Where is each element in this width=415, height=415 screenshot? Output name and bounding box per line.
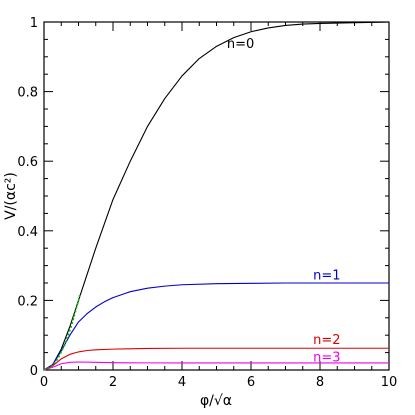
curve-label-2: n=2 <box>313 333 340 348</box>
y-tick-label: 0 <box>30 364 38 379</box>
plot-frame <box>43 21 390 371</box>
y-tick-label: 1 <box>30 16 38 31</box>
y-tick-label: 0.4 <box>17 225 38 240</box>
curve-label-1: n=1 <box>313 269 340 284</box>
y-axis-label: V/(αc²) <box>3 172 19 220</box>
x-tick-label: 6 <box>247 375 255 390</box>
series-line-2 <box>43 347 389 371</box>
x-tick-label: 2 <box>109 375 117 390</box>
series-line-1 <box>43 282 389 371</box>
x-tick-label: 0 <box>40 375 48 390</box>
x-axis-label: φ/√α <box>200 393 232 409</box>
x-tick-label: 8 <box>316 375 324 390</box>
series-line-0 <box>43 21 390 371</box>
series-line-4 <box>43 293 81 371</box>
curve-label-0: n=0 <box>227 37 254 52</box>
curves <box>43 21 390 371</box>
y-tick-label: 0.2 <box>17 294 38 309</box>
curve-label-3: n=3 <box>313 351 340 366</box>
y-tick-label: 0.6 <box>17 155 38 170</box>
y-tick-label: 0.8 <box>17 86 38 101</box>
series-line-3 <box>43 361 389 371</box>
x-tick-label: 10 <box>381 375 398 390</box>
curve-annotations: n=0 n=1 n=2 n=3 <box>227 37 341 366</box>
x-tick-label: 4 <box>178 375 186 390</box>
